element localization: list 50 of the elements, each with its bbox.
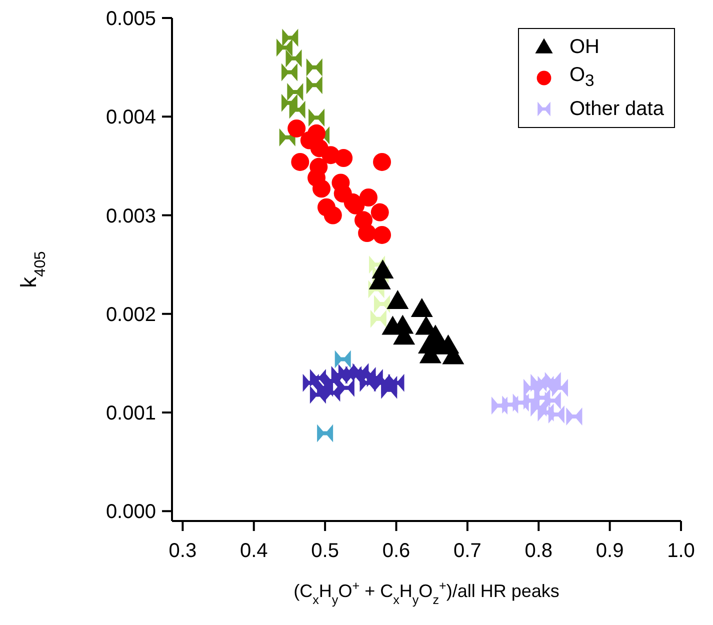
point [566,407,582,426]
point [359,188,378,206]
x-tick-label: 0.5 [311,540,339,562]
point [291,152,310,171]
y-tick-label: 0.005 [106,8,156,30]
point [410,298,433,317]
point [544,392,561,410]
point [287,82,304,101]
point [281,63,298,82]
x-tick-label: 0.6 [382,540,410,562]
point [386,290,409,310]
point [286,49,302,68]
point [370,203,389,222]
point [308,108,325,127]
legend-label: O$_{3}$ [569,63,594,92]
point [324,206,342,224]
point [552,378,568,397]
x-tick-label: 0.4 [240,540,268,562]
x-tick-label: 1.0 [667,540,695,562]
point [282,28,298,47]
x-tick-label: 0.3 [168,540,197,562]
legend-label: OH [569,35,600,60]
point [306,76,322,94]
y-tick-label: 0.003 [106,205,156,228]
point [317,424,334,442]
x-tick-label: 0.8 [524,540,553,562]
point [548,405,564,424]
point [374,295,390,314]
point [373,226,392,244]
point [358,224,376,242]
point [360,374,376,392]
point [334,149,353,168]
point [289,100,306,119]
point [370,310,386,328]
x-tick-label: 0.9 [596,540,624,562]
y-tick-label: 0.002 [106,304,156,326]
y-tick-label: 0.001 [106,402,156,425]
point [334,350,351,368]
point [306,58,322,76]
point [338,378,354,397]
point [288,119,306,138]
y-tick-label: 0.000 [106,501,156,524]
text: (C$_{x}$H$_{y}$O$^{+}$ + C$_{x}$H$_{y}$O$_{z}$$^{+}$)/all HR peaks [294,579,560,607]
point [276,38,292,57]
point [312,180,330,198]
y-tick-label: 0.004 [106,106,156,129]
x-tick-label: 0.7 [454,540,482,562]
point [530,398,547,417]
point [373,152,392,171]
legend-label: Other data [569,97,664,122]
